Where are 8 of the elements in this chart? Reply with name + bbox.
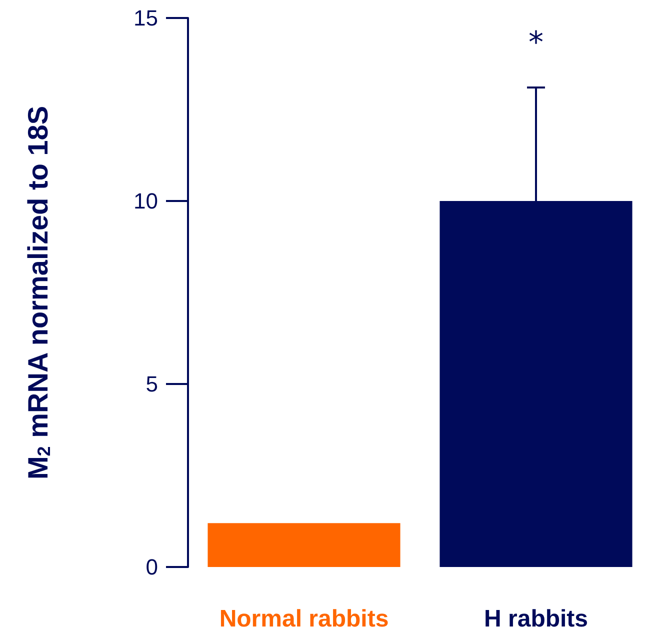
y-tick-label: 10: [134, 188, 158, 214]
y-tick-label: 15: [134, 6, 158, 30]
annotation: *: [528, 26, 544, 60]
y-tick-label: 5: [146, 372, 158, 396]
y-tick-label: 0: [146, 554, 158, 580]
x-tick-label: Normal rabbits: [219, 606, 389, 632]
y-axis-title: M2 mRNA normalized to 18S: [22, 106, 54, 480]
x-tick-label: H rabbits: [484, 606, 588, 632]
